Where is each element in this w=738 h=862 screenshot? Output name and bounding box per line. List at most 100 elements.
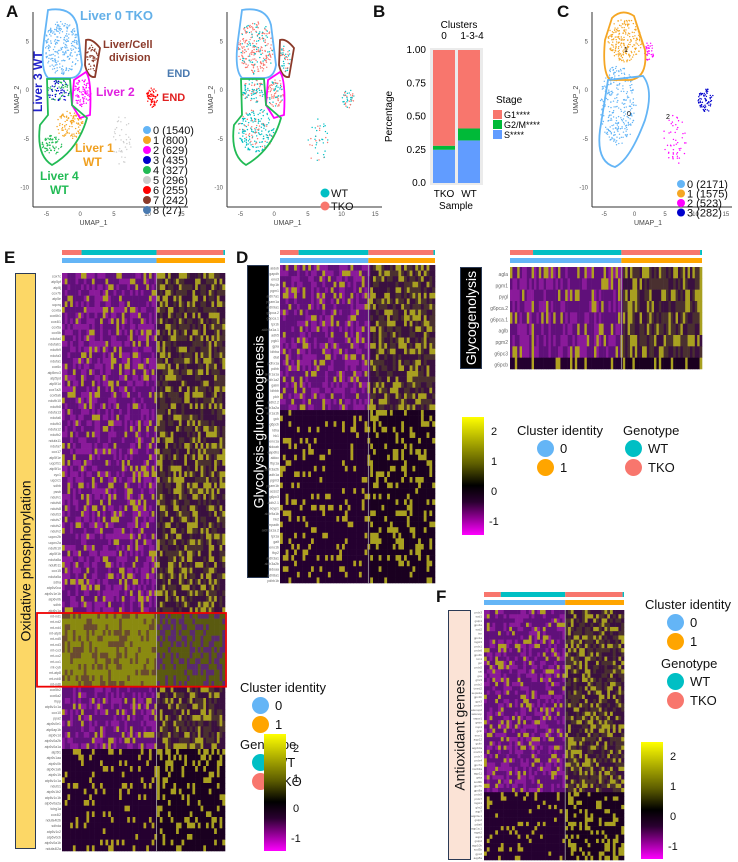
genotype-point xyxy=(277,95,279,97)
heatmap-cell xyxy=(138,329,142,336)
heatmap-cell xyxy=(222,443,226,449)
heatmap-cell xyxy=(72,488,76,495)
genotype-point xyxy=(252,146,255,148)
heatmap-cell xyxy=(67,482,71,489)
heatmap-cell xyxy=(86,437,90,444)
heatmap-cell xyxy=(205,488,209,495)
heatmap-cell xyxy=(110,488,114,495)
heatmap-cell xyxy=(222,460,226,466)
genotype-point xyxy=(268,101,271,104)
heatmap-cell xyxy=(67,454,71,461)
heatmap-cell xyxy=(108,477,112,483)
heatmap-cell xyxy=(189,499,193,506)
heatmap-cell xyxy=(108,312,112,319)
heatmap-cell xyxy=(70,397,74,404)
heatmap-cell xyxy=(197,448,201,455)
gene-label: atp5j xyxy=(53,286,61,290)
cluster-0-point xyxy=(63,71,65,73)
heatmap-cell xyxy=(214,488,218,495)
cluster-0-point xyxy=(54,58,56,60)
cluster-0-point xyxy=(61,46,64,49)
genotype-point xyxy=(254,140,256,142)
heatmap-cell xyxy=(186,397,190,404)
heatmap-cell xyxy=(162,409,166,415)
heatmap-cell xyxy=(91,273,95,279)
heatmap-cell xyxy=(91,380,95,387)
heatmap-cell xyxy=(197,307,201,313)
heatmap-cell xyxy=(91,516,95,523)
cluster-0-point xyxy=(70,48,72,50)
heatmap-cell xyxy=(200,448,204,455)
genotype-point xyxy=(261,83,263,86)
heatmap-cell xyxy=(216,499,220,506)
heatmap-cell xyxy=(214,448,218,455)
heatmap-cell xyxy=(105,295,109,302)
heatmap-cell xyxy=(216,273,220,279)
genotype-point xyxy=(262,68,265,70)
genotype-point xyxy=(256,46,258,48)
heatmap-cell xyxy=(62,403,66,410)
heatmap-cell xyxy=(170,511,174,517)
cluster-2-point xyxy=(675,153,678,155)
heatmap-cell xyxy=(132,392,136,398)
heatmap-cell xyxy=(173,516,177,523)
y-tick-label: -10 xyxy=(20,186,29,192)
heatmap-cell xyxy=(214,437,218,444)
genotype-point xyxy=(279,79,281,82)
heatmap-cell xyxy=(67,375,71,381)
heatmap-cell xyxy=(91,363,95,370)
heatmap-cell xyxy=(110,290,114,296)
heatmap-cell xyxy=(178,488,182,495)
genotype-point xyxy=(344,92,346,94)
heatmap-cell xyxy=(178,312,182,319)
cluster-0-point xyxy=(610,106,612,109)
heatmap-cell xyxy=(86,284,90,291)
genotype-point xyxy=(258,89,261,92)
heatmap-cell xyxy=(83,392,87,398)
heatmap-cell xyxy=(110,448,114,455)
heatmap-cell xyxy=(83,494,87,500)
heatmap-cell xyxy=(211,477,215,483)
genotype-point xyxy=(271,95,273,98)
heatmap-cell xyxy=(184,454,188,461)
heatmap-cell xyxy=(203,335,207,342)
heatmap-cell xyxy=(62,392,66,398)
genotype-point xyxy=(267,88,270,90)
heatmap-cell xyxy=(157,471,161,478)
cluster-0-point xyxy=(615,70,618,72)
heatmap-cell xyxy=(119,312,123,319)
heatmap-cell xyxy=(165,380,169,387)
heatmap-cell xyxy=(214,363,218,370)
heatmap-cell xyxy=(211,443,215,449)
heatmap-cell xyxy=(70,301,74,308)
heatmap-cell xyxy=(94,431,98,438)
heatmap-cell xyxy=(189,341,193,347)
cluster-1-point xyxy=(617,27,619,29)
genotype-point xyxy=(275,86,277,88)
cluster-0-point xyxy=(624,125,627,127)
cluster-0-point xyxy=(626,134,629,136)
x-tick-label: 15 xyxy=(372,212,379,218)
cluster-5-point xyxy=(130,146,132,148)
cluster-2-point xyxy=(85,102,88,104)
legend-swatch xyxy=(143,206,151,214)
cluster-0-point xyxy=(67,49,70,51)
cluster-0-point xyxy=(70,51,72,54)
genotype-point xyxy=(317,125,319,127)
heatmap-cell xyxy=(143,346,147,353)
heatmap-cell xyxy=(159,437,163,444)
heatmap-cell xyxy=(129,290,133,296)
heatmap-cell xyxy=(203,488,207,495)
cluster-2-point xyxy=(75,86,77,88)
heatmap-cell xyxy=(146,409,150,415)
heatmap-cell xyxy=(140,437,144,444)
heatmap-cell xyxy=(205,301,209,308)
heatmap-cell xyxy=(64,426,68,432)
heatmap-cell xyxy=(119,431,123,438)
heatmap-cell xyxy=(94,409,98,415)
heatmap-cell xyxy=(64,273,68,279)
cluster-0-point xyxy=(625,126,628,129)
heatmap-cell xyxy=(70,511,74,517)
heatmap-cell xyxy=(94,352,98,359)
